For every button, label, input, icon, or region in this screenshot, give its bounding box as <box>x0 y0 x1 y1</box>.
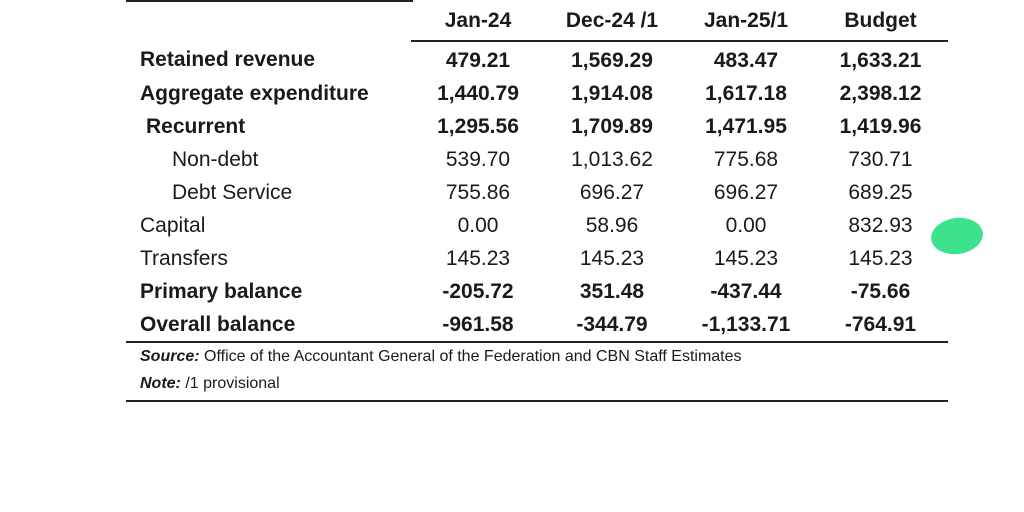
cell-value: 696.27 <box>713 180 779 204</box>
cell-value: -437.44 <box>710 279 782 303</box>
cell-value: 539.70 <box>445 147 511 171</box>
cell-value: -75.66 <box>850 279 911 303</box>
cell-value: 58.96 <box>585 213 639 237</box>
cell-value: 755.86 <box>445 180 511 204</box>
source-text: Office of the Accountant General of the … <box>204 348 742 365</box>
cell-value: 351.48 <box>579 279 645 303</box>
cell-value: -1,133.71 <box>679 308 813 343</box>
cell-value: 0.00 <box>457 213 499 237</box>
note-text: /1 provisional <box>185 375 280 392</box>
source-key: Source: <box>140 348 200 365</box>
header-blank <box>126 0 411 41</box>
row-label: Primary balance <box>140 279 303 303</box>
header-row: Jan-24 Dec-24 /1 Jan-25/1 Budget <box>126 0 948 42</box>
fiscal-operations-table: Jan-24 Dec-24 /1 Jan-25/1 Budget Retaine… <box>126 0 948 343</box>
cell-value: -344.79 <box>545 308 679 343</box>
row-label: Overall balance <box>126 308 411 343</box>
cell-value: 145.23 <box>848 246 913 270</box>
cell-value: 0.00 <box>725 213 767 237</box>
cell-value: 832.93 <box>848 213 913 237</box>
cell-value: 1,709.89 <box>571 114 653 138</box>
table-row: Non-debt 539.70 1,013.62 775.68 730.71 <box>126 143 948 176</box>
table-row: Recurrent 1,295.56 1,709.89 1,471.95 1,4… <box>126 110 948 143</box>
cell-value: 1,295.56 <box>437 114 519 138</box>
cell-value: 696.27 <box>579 180 645 204</box>
note-key: Note: <box>140 375 181 392</box>
cell-value: 483.47 <box>713 48 779 72</box>
cell-value: 1,440.79 <box>437 81 519 105</box>
fiscal-table-container: Jan-24 Dec-24 /1 Jan-25/1 Budget Retaine… <box>126 0 948 343</box>
cell-value: 145.23 <box>713 246 779 270</box>
cell-value: 730.71 <box>848 147 913 171</box>
cell-value: -205.72 <box>442 279 514 303</box>
cell-value: 145.23 <box>445 246 511 270</box>
cell-value: 1,471.95 <box>705 114 787 138</box>
table-row: Overall balance -961.58 -344.79 -1,133.7… <box>126 308 948 343</box>
table-row: Primary balance -205.72 351.48 -437.44 -… <box>126 275 948 308</box>
table-row: Transfers 145.23 145.23 145.23 145.23 <box>126 242 948 275</box>
cell-value: 145.23 <box>579 246 645 270</box>
table-notes: Source: Office of the Accountant General… <box>126 343 948 402</box>
cell-value: 1,633.21 <box>839 48 922 72</box>
row-label: Transfers <box>140 246 228 270</box>
table-row: Debt Service 755.86 696.27 696.27 689.25 <box>126 176 948 209</box>
cell-value: 1,419.96 <box>839 114 922 138</box>
cell-value: 1,617.18 <box>705 81 787 105</box>
note-line: Note: /1 provisional <box>126 370 948 397</box>
column-header: Jan-25/1 <box>679 0 813 42</box>
cell-value: 1,914.08 <box>571 81 653 105</box>
column-header: Dec-24 /1 <box>545 0 679 42</box>
cell-value: -764.91 <box>813 308 948 343</box>
row-label: Recurrent <box>146 114 246 138</box>
cell-value: 479.21 <box>445 48 511 72</box>
cell-value: 775.68 <box>713 147 779 171</box>
source-line: Source: Office of the Accountant General… <box>126 343 948 370</box>
row-label: Debt Service <box>172 180 293 204</box>
row-label: Retained revenue <box>140 48 316 71</box>
column-header: Jan-24 <box>411 0 545 42</box>
cell-value: -961.58 <box>411 308 545 343</box>
row-label: Capital <box>140 213 206 237</box>
row-label: Non-debt <box>172 147 259 171</box>
table-row: Capital 0.00 58.96 0.00 832.93 <box>126 209 948 242</box>
column-header: Budget <box>813 0 948 42</box>
top-rule <box>126 0 413 2</box>
table-row: Retained revenue 479.21 1,569.29 483.47 … <box>126 41 948 77</box>
cell-value: 1,569.29 <box>571 48 653 72</box>
cell-value: 689.25 <box>848 180 913 204</box>
cell-value: 1,013.62 <box>571 147 653 171</box>
table-row: Aggregate expenditure 1,440.79 1,914.08 … <box>126 77 948 110</box>
cell-value: 2,398.12 <box>839 81 922 105</box>
row-label: Aggregate expenditure <box>140 81 369 105</box>
